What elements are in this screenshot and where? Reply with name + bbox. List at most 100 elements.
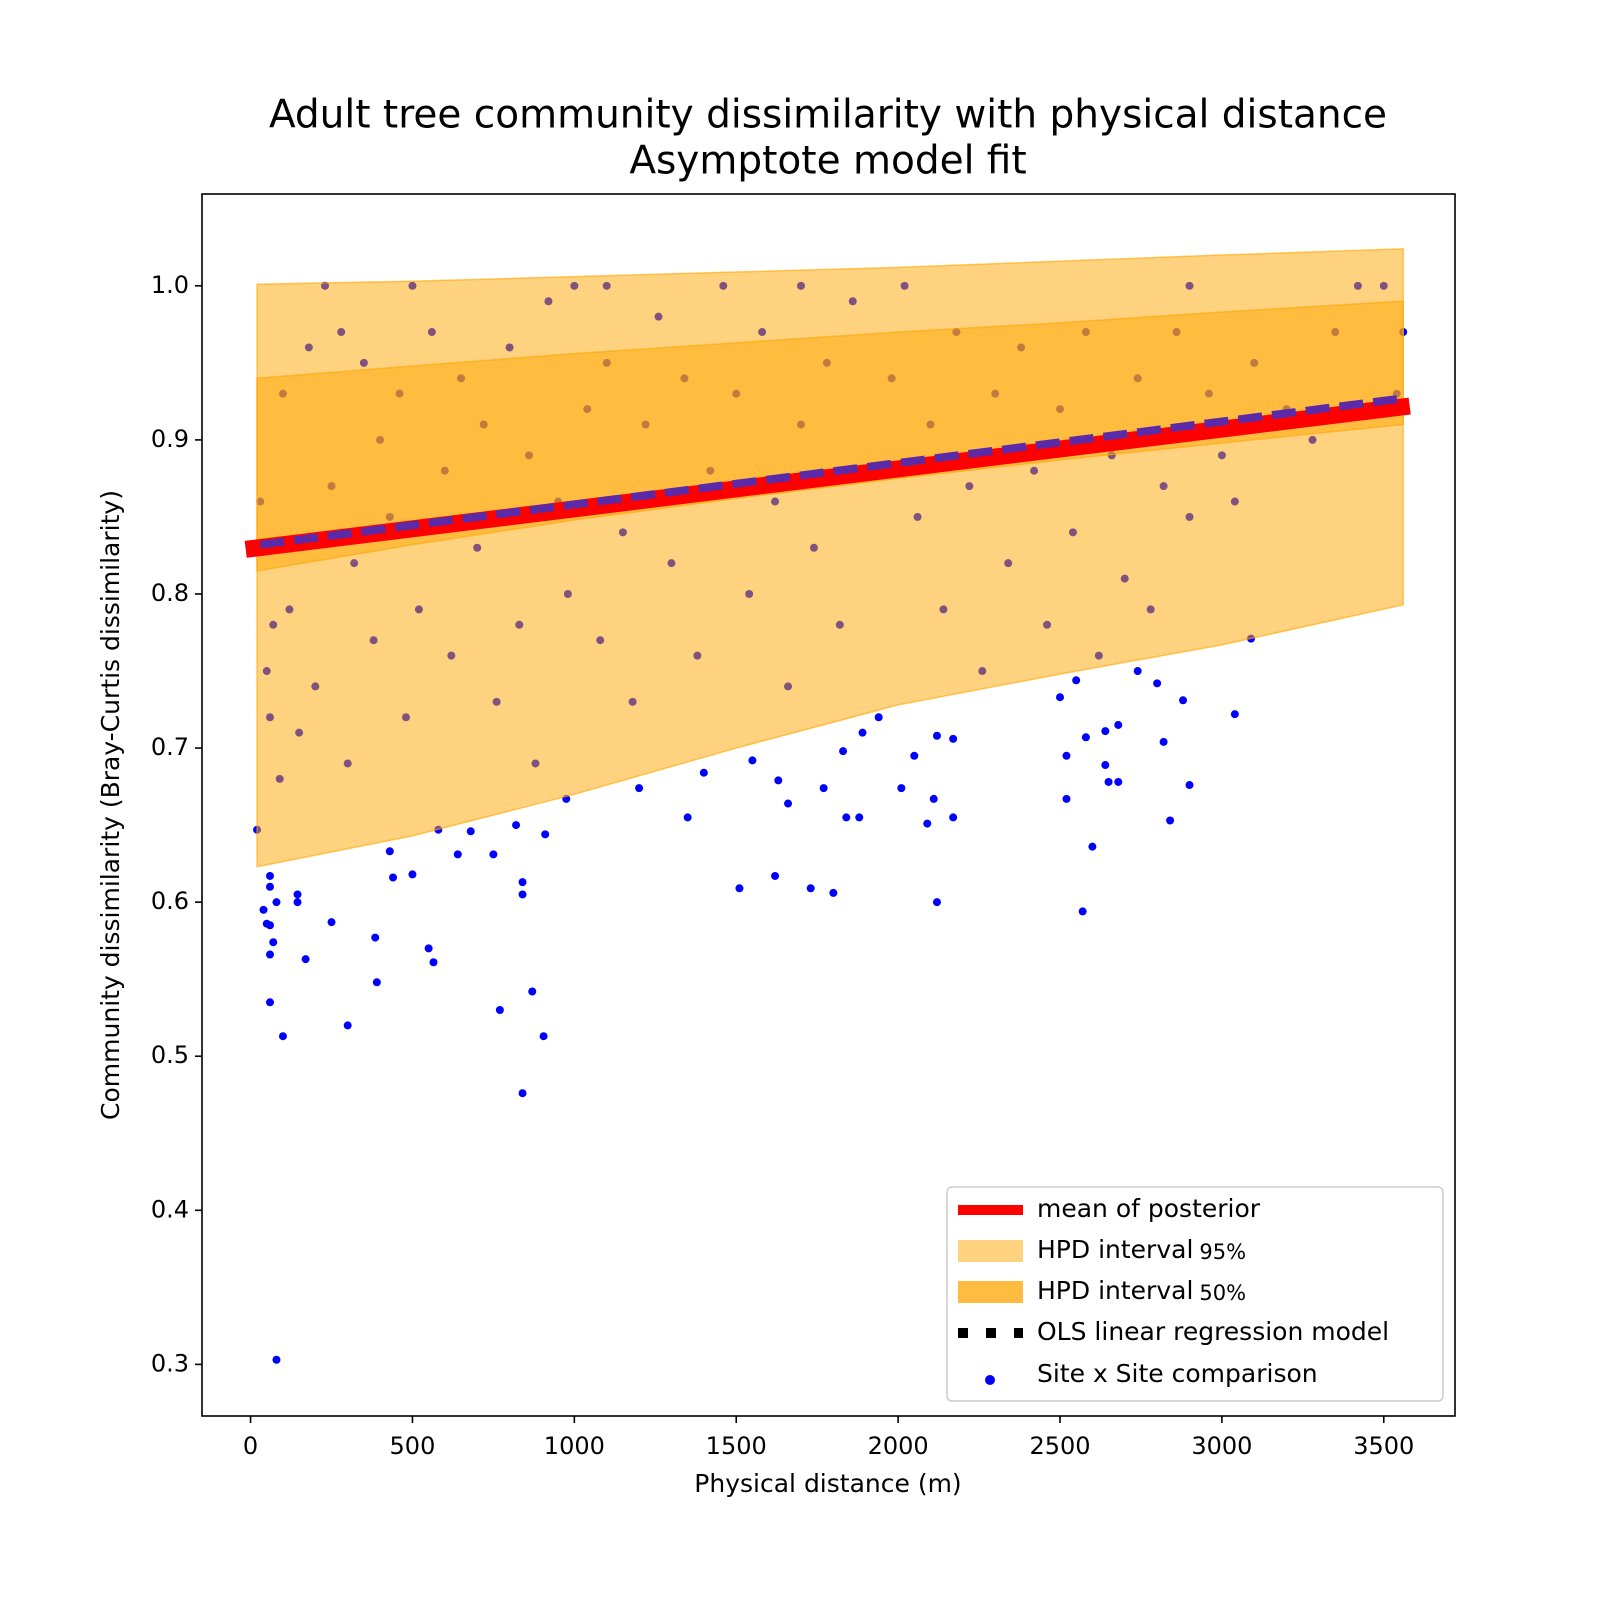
scatter-point [429, 958, 438, 967]
y-tick-label: 0.9 [151, 425, 189, 453]
y-tick-label: 1.0 [151, 271, 189, 299]
scatter-point [932, 898, 941, 907]
legend-handle [958, 1281, 1023, 1303]
y-tick-label: 0.6 [151, 887, 189, 915]
legend: mean of posterior HPD interval 95%HPD inte… [946, 1186, 1444, 1402]
scatter-point [489, 850, 498, 859]
scatter-point [1179, 696, 1188, 705]
scatter-point [327, 918, 336, 927]
scatter-point [278, 1032, 287, 1041]
scatter-point [512, 821, 521, 830]
x-tick-label: 0 [243, 1432, 258, 1460]
legend-level: 50% [1199, 1281, 1246, 1305]
scatter-point [949, 734, 958, 743]
scatter-point [1081, 733, 1090, 742]
scatter-point [269, 938, 278, 947]
x-tick-label: 1500 [706, 1432, 767, 1460]
scatter-point [389, 873, 398, 882]
scatter-point [784, 799, 793, 808]
x-tick-label: 3000 [1191, 1432, 1252, 1460]
scatter-point [1078, 907, 1087, 916]
scatter-point [495, 1006, 504, 1015]
scatter-point [372, 978, 381, 987]
scatter-point [408, 870, 417, 879]
scatter-point [771, 871, 780, 880]
scatter-point [343, 1021, 352, 1030]
scatter-point [1088, 842, 1097, 851]
legend-handle [985, 1375, 995, 1385]
scatter-point [1101, 761, 1110, 770]
scatter-point [774, 776, 783, 785]
scatter-point [265, 998, 274, 1007]
scatter-point [855, 813, 864, 822]
y-tick-label: 0.4 [151, 1195, 189, 1223]
scatter-point [293, 898, 302, 907]
scatter-point [819, 784, 828, 793]
legend-label: mean of posterior [1037, 1194, 1261, 1223]
scatter-point [301, 955, 310, 964]
scatter-point [842, 813, 851, 822]
chart-subtitle: Asymptote model fit [629, 139, 1026, 184]
legend-label: Site x Site comparison [1037, 1359, 1318, 1388]
scatter-point [1133, 667, 1142, 676]
legend-level: 95% [1199, 1240, 1246, 1264]
scatter-point [265, 921, 274, 930]
x-tick-label: 2000 [868, 1432, 929, 1460]
scatter-point [518, 1089, 527, 1098]
scatter-point [265, 871, 274, 880]
x-tick-label: 500 [390, 1432, 436, 1460]
scatter-point [829, 888, 838, 897]
scatter-point [1101, 727, 1110, 736]
scatter-point [932, 731, 941, 740]
scatter-point [839, 747, 848, 756]
y-axis-label: Community dissimilarity (Bray-Curtis dis… [96, 490, 125, 1120]
scatter-point [385, 847, 394, 856]
scatter-point [259, 905, 268, 914]
scatter-point [539, 1032, 548, 1041]
scatter-point [1159, 737, 1168, 746]
legend-box [946, 1186, 1444, 1402]
scatter-point [453, 850, 462, 859]
x-axis-label: Physical distance (m) [694, 1469, 961, 1498]
legend-handle [958, 1240, 1023, 1262]
y-tick-label: 0.8 [151, 579, 189, 607]
legend-label: HPD interval [1037, 1235, 1193, 1264]
scatter-point [1055, 693, 1064, 702]
x-tick-label: 3500 [1353, 1432, 1414, 1460]
scatter-point [265, 882, 274, 891]
scatter-point [528, 987, 537, 996]
scatter-point [910, 751, 919, 760]
scatter-point [1072, 676, 1081, 685]
scatter-point [293, 890, 302, 899]
scatter-point [265, 950, 274, 959]
y-tick-label: 0.3 [151, 1349, 189, 1377]
scatter-point [1104, 777, 1113, 786]
scatter-point [635, 784, 644, 793]
scatter-point [1062, 751, 1071, 760]
x-tick-label: 2500 [1029, 1432, 1090, 1460]
scatter-point [1114, 777, 1123, 786]
scatter-point [748, 756, 757, 765]
axes-frame [201, 193, 1456, 1417]
scatter-point [806, 884, 815, 893]
scatter-point [929, 794, 938, 803]
scatter-point [858, 728, 867, 737]
y-tick-label: 0.7 [151, 733, 189, 761]
scatter-point [923, 819, 932, 828]
plot-area [244, 248, 1411, 1364]
scatter-point [735, 884, 744, 893]
hpd-band [256, 300, 1404, 572]
y-tick-label: 0.5 [151, 1041, 189, 1069]
chart-title: Adult tree community dissimilarity with … [269, 93, 1387, 138]
scatter-point [1153, 679, 1162, 688]
fit-line [259, 394, 1404, 549]
scatter-point [1230, 710, 1239, 719]
scatter-point [1166, 816, 1175, 825]
scatter-point [541, 830, 550, 839]
scatter-point [424, 944, 433, 953]
scatter-point [466, 827, 475, 836]
scatter-point [518, 890, 527, 899]
scatter-point [1062, 794, 1071, 803]
scatter-point [1185, 781, 1194, 790]
